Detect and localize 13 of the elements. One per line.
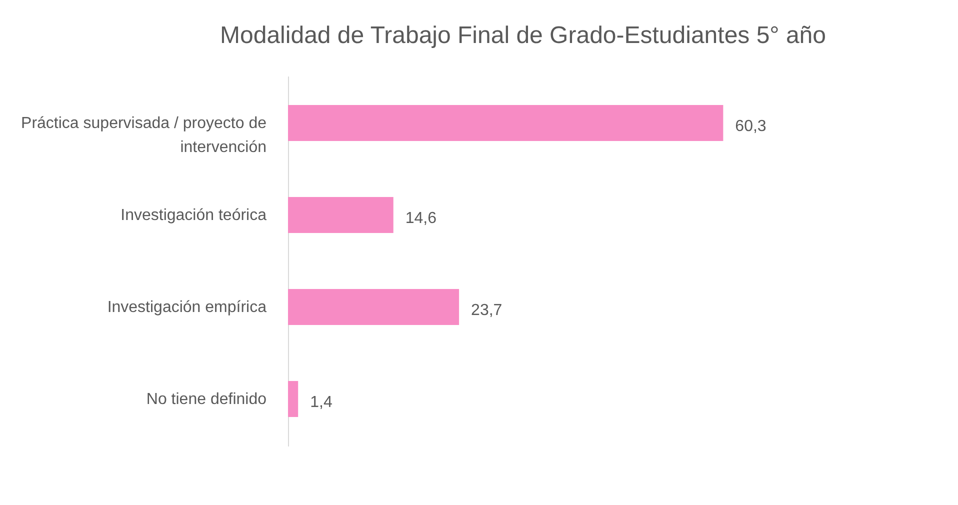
data-label: 23,7: [471, 302, 502, 320]
data-label: 14,6: [405, 210, 437, 227]
data-label: 1,4: [310, 394, 332, 412]
bar: [288, 289, 460, 326]
bar: [288, 196, 394, 233]
bar: [288, 381, 298, 418]
y-tick-label: No tiene definido: [146, 391, 267, 408]
y-tick-label: Investigación empírica: [107, 299, 267, 316]
chart-title: Modalidad de Trabajo Final de Grado-Estudiantes 5° año: [220, 22, 826, 49]
data-label: 60,3: [735, 118, 766, 135]
bar: [288, 104, 724, 141]
y-tick-label: Práctica supervisada / proyecto de intervención: [21, 114, 267, 156]
y-tick-label: Investigación teórica: [120, 206, 267, 224]
